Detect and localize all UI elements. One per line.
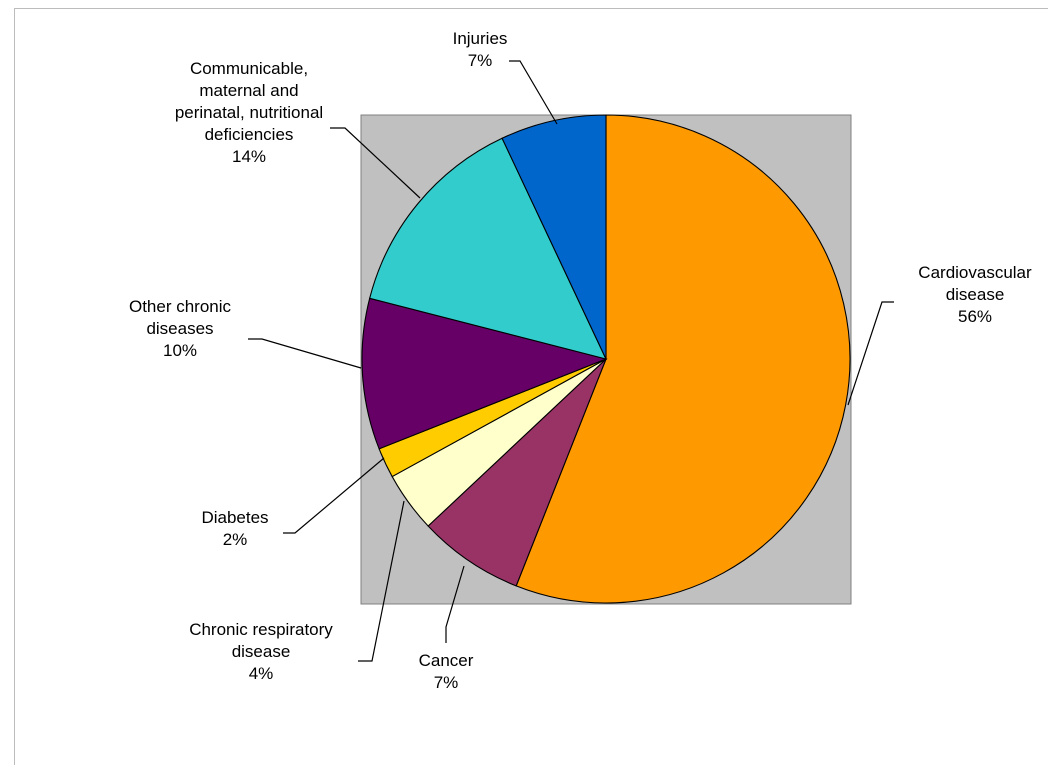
- slice-name-line-5-0: Communicable,: [190, 59, 308, 78]
- pie-slice-0: [515, 114, 851, 604]
- leader-line-0: [847, 301, 894, 406]
- pie-slice-1: [427, 358, 607, 587]
- slice-name-line-5-1: maternal and: [199, 81, 298, 100]
- slice-label-3: Diabetes 2%: [201, 508, 268, 549]
- pie-slice-6: [501, 114, 607, 360]
- slice-name-line-4-1: diseases: [146, 319, 213, 338]
- slice-percent-0: 56%: [958, 307, 992, 326]
- leader-line-5: [330, 127, 421, 199]
- slice-label-2: Chronic respiratory disease 4%: [189, 620, 333, 683]
- slice-name-line-5-2: perinatal, nutritional: [175, 103, 323, 122]
- slice-name-line-2-0: Chronic respiratory: [189, 620, 333, 639]
- leader-line-3: [283, 457, 385, 534]
- slice-percent-1: 7%: [434, 673, 459, 692]
- pie-slice-5: [369, 137, 607, 360]
- slice-percent-6: 7%: [468, 51, 493, 70]
- slice-label-1: Cancer 7%: [419, 651, 474, 692]
- leader-line-4: [248, 338, 362, 369]
- slice-percent-2: 4%: [249, 664, 274, 683]
- slice-name-line-1-0: Cancer: [419, 651, 474, 670]
- slice-percent-3: 2%: [223, 530, 248, 549]
- slice-name-line-4-0: Other chronic: [129, 297, 232, 316]
- slice-percent-5: 14%: [232, 147, 266, 166]
- pie-slice-4: [361, 297, 608, 450]
- leader-line-6: [509, 60, 558, 125]
- slice-label-5: Communicable, maternal and perinatal, nutr…: [175, 59, 323, 166]
- slice-label-0: Cardiovascular disease 56%: [918, 263, 1032, 326]
- slice-name-line-5-3: deficiencies: [205, 125, 294, 144]
- slice-label-6: Injuries 7%: [453, 29, 508, 70]
- leader-line-2: [358, 500, 405, 662]
- slice-name-line-0-1: disease: [946, 285, 1005, 304]
- slice-percent-4: 10%: [163, 341, 197, 360]
- slice-name-line-6-0: Injuries: [453, 29, 508, 48]
- slice-name-line-2-1: disease: [232, 642, 291, 661]
- leader-line-1: [445, 565, 465, 643]
- slice-label-4: Other chronic diseases 10%: [129, 297, 232, 360]
- slice-name-line-3-0: Diabetes: [201, 508, 268, 527]
- slice-name-line-0-0: Cardiovascular: [918, 263, 1032, 282]
